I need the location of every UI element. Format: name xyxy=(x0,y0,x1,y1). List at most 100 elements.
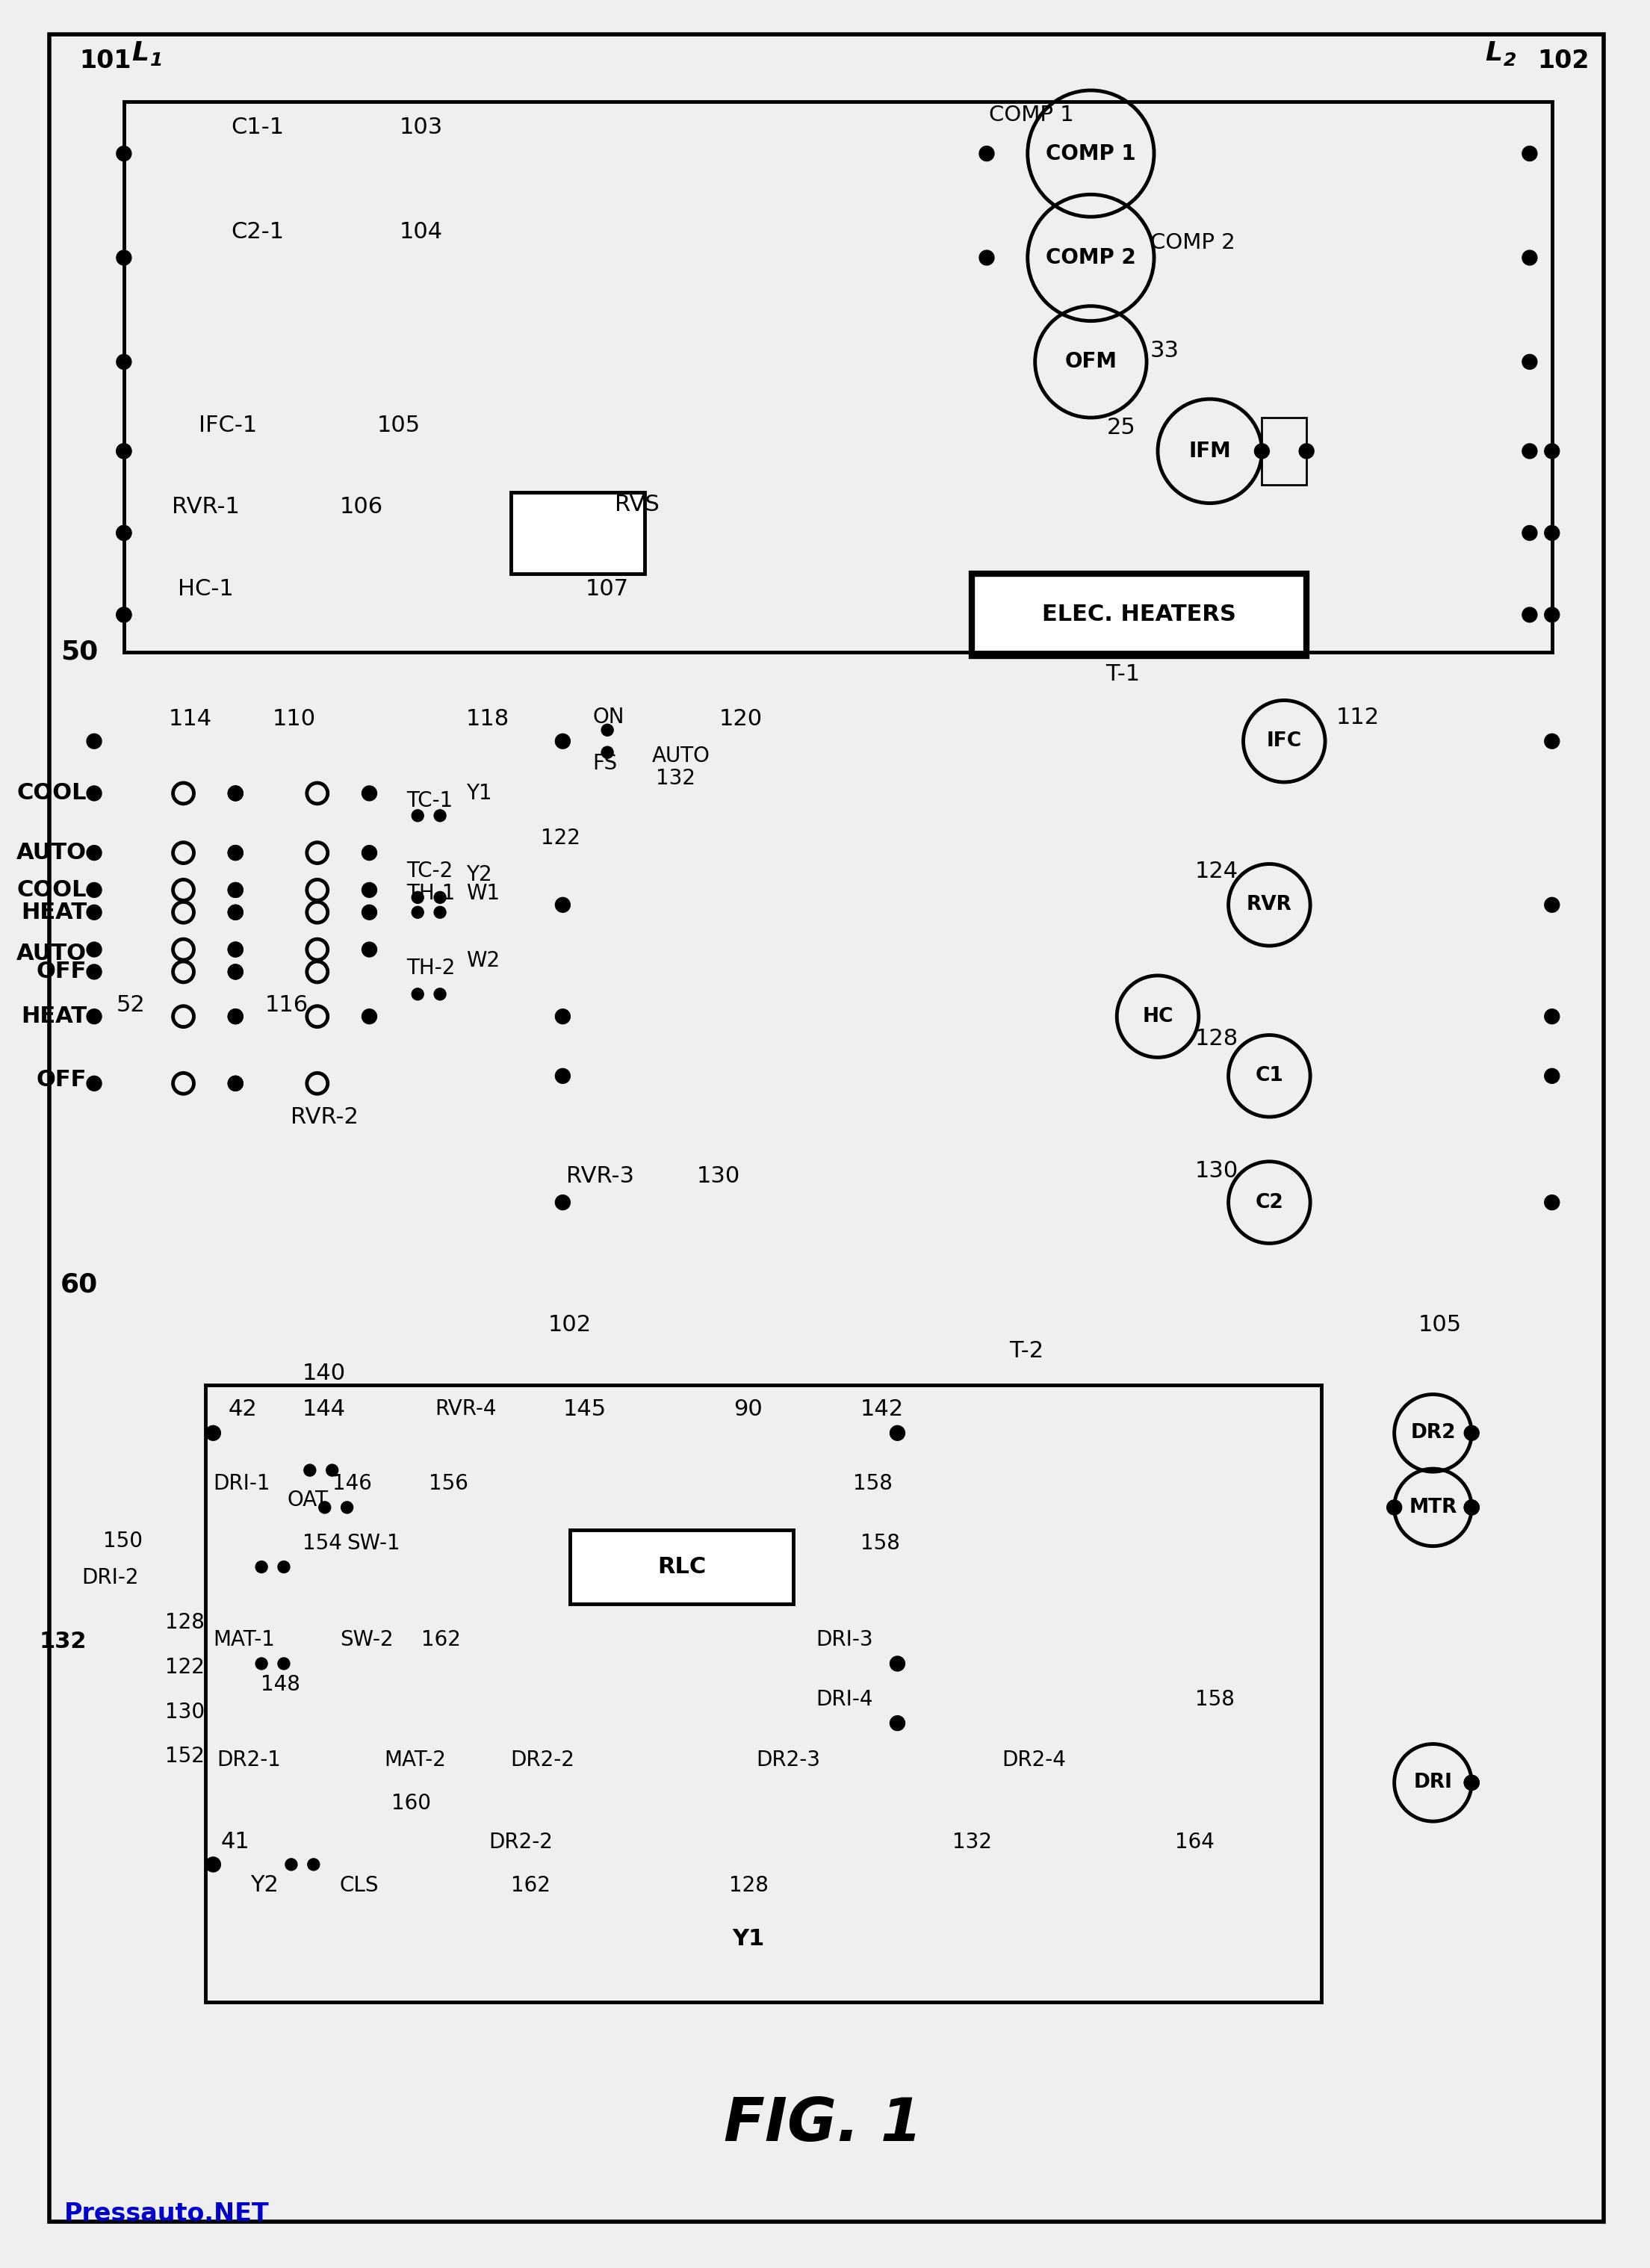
Circle shape xyxy=(228,941,243,957)
Bar xyxy=(94,1293,1544,2096)
Text: C1-1: C1-1 xyxy=(231,116,284,138)
Circle shape xyxy=(434,989,446,1000)
Text: RLC: RLC xyxy=(657,1556,706,1579)
Text: FIG. 1: FIG. 1 xyxy=(724,2096,922,2155)
Circle shape xyxy=(412,891,424,903)
Circle shape xyxy=(1523,445,1538,458)
Bar xyxy=(124,102,1553,651)
Text: IFC: IFC xyxy=(1267,733,1302,751)
Text: Y1: Y1 xyxy=(465,782,492,803)
Text: 122: 122 xyxy=(541,828,579,848)
Text: IFM: IFM xyxy=(1188,440,1231,463)
Circle shape xyxy=(556,735,571,748)
Circle shape xyxy=(117,445,132,458)
Circle shape xyxy=(304,1465,315,1476)
Circle shape xyxy=(601,723,614,737)
Text: 162: 162 xyxy=(510,1876,549,1896)
Circle shape xyxy=(1544,735,1559,748)
Circle shape xyxy=(277,1560,290,1574)
Text: OFF: OFF xyxy=(36,1068,87,1091)
Text: 25: 25 xyxy=(1107,417,1135,438)
Text: DR2-2: DR2-2 xyxy=(488,1833,553,1853)
Text: DR2-2: DR2-2 xyxy=(510,1751,574,1771)
Circle shape xyxy=(228,964,243,980)
Text: C2: C2 xyxy=(1256,1193,1284,1211)
Circle shape xyxy=(1544,1068,1559,1084)
Circle shape xyxy=(256,1658,267,1669)
Circle shape xyxy=(978,249,995,265)
Circle shape xyxy=(1544,898,1559,912)
Text: C2-1: C2-1 xyxy=(231,220,284,243)
Bar xyxy=(571,1529,794,1603)
Circle shape xyxy=(87,882,102,898)
Text: 156: 156 xyxy=(429,1474,469,1495)
Circle shape xyxy=(87,1009,102,1023)
Circle shape xyxy=(117,608,132,621)
Text: 104: 104 xyxy=(399,220,442,243)
Text: 150: 150 xyxy=(102,1531,142,1551)
Text: COMP 1: COMP 1 xyxy=(1046,143,1135,163)
Text: 146: 146 xyxy=(332,1474,371,1495)
Circle shape xyxy=(228,964,243,980)
Circle shape xyxy=(206,1427,221,1440)
Circle shape xyxy=(87,787,102,801)
Circle shape xyxy=(1464,1776,1478,1789)
Circle shape xyxy=(1544,445,1559,458)
Text: HC-1: HC-1 xyxy=(178,578,234,599)
Text: OFF: OFF xyxy=(36,962,87,982)
Circle shape xyxy=(556,1068,571,1084)
Text: TH-1: TH-1 xyxy=(406,882,455,905)
Text: 2: 2 xyxy=(1503,52,1516,70)
Text: 122: 122 xyxy=(165,1658,205,1678)
Circle shape xyxy=(228,787,243,801)
Text: 106: 106 xyxy=(340,497,383,517)
Text: MAT-1: MAT-1 xyxy=(213,1628,276,1651)
Text: HC: HC xyxy=(1142,1007,1173,1025)
Text: 42: 42 xyxy=(228,1399,257,1420)
Text: 102: 102 xyxy=(1538,48,1589,73)
Circle shape xyxy=(228,1009,243,1023)
Text: DR2-4: DR2-4 xyxy=(1002,1751,1066,1771)
Bar xyxy=(206,1386,1322,2003)
Text: 130: 130 xyxy=(1195,1161,1239,1182)
Text: AUTO: AUTO xyxy=(16,841,87,864)
Text: SW-2: SW-2 xyxy=(340,1628,393,1651)
Circle shape xyxy=(412,989,424,1000)
Circle shape xyxy=(117,445,132,458)
Text: COOL: COOL xyxy=(16,782,87,805)
Bar xyxy=(510,492,645,574)
Text: 132: 132 xyxy=(655,769,695,789)
Circle shape xyxy=(87,964,102,980)
Text: 110: 110 xyxy=(272,708,317,730)
Text: 50: 50 xyxy=(61,640,99,665)
Text: RVS: RVS xyxy=(615,494,660,515)
Text: Y1: Y1 xyxy=(733,1928,766,1950)
Text: T-2: T-2 xyxy=(1010,1340,1043,1363)
Circle shape xyxy=(327,1465,338,1476)
Circle shape xyxy=(889,1656,904,1672)
Circle shape xyxy=(361,905,376,921)
Text: HEAT: HEAT xyxy=(21,1005,87,1027)
Circle shape xyxy=(361,787,376,801)
Circle shape xyxy=(889,1715,904,1730)
Circle shape xyxy=(87,846,102,860)
Text: T-1: T-1 xyxy=(1106,665,1140,685)
Text: 33: 33 xyxy=(1150,340,1180,361)
Circle shape xyxy=(228,905,243,921)
Circle shape xyxy=(1544,1195,1559,1209)
Circle shape xyxy=(361,882,376,898)
Text: DR2-3: DR2-3 xyxy=(756,1751,820,1771)
Circle shape xyxy=(228,846,243,860)
Text: 103: 103 xyxy=(399,116,442,138)
Circle shape xyxy=(256,1560,267,1574)
Circle shape xyxy=(307,1857,320,1871)
Text: 52: 52 xyxy=(117,993,145,1016)
Circle shape xyxy=(1299,445,1313,458)
Bar xyxy=(94,719,1358,1365)
Text: L: L xyxy=(132,41,148,66)
Circle shape xyxy=(228,1075,243,1091)
Text: 124: 124 xyxy=(1195,860,1239,882)
Text: MAT-2: MAT-2 xyxy=(384,1751,446,1771)
Text: 158: 158 xyxy=(860,1533,899,1554)
Text: 128: 128 xyxy=(1195,1027,1239,1050)
